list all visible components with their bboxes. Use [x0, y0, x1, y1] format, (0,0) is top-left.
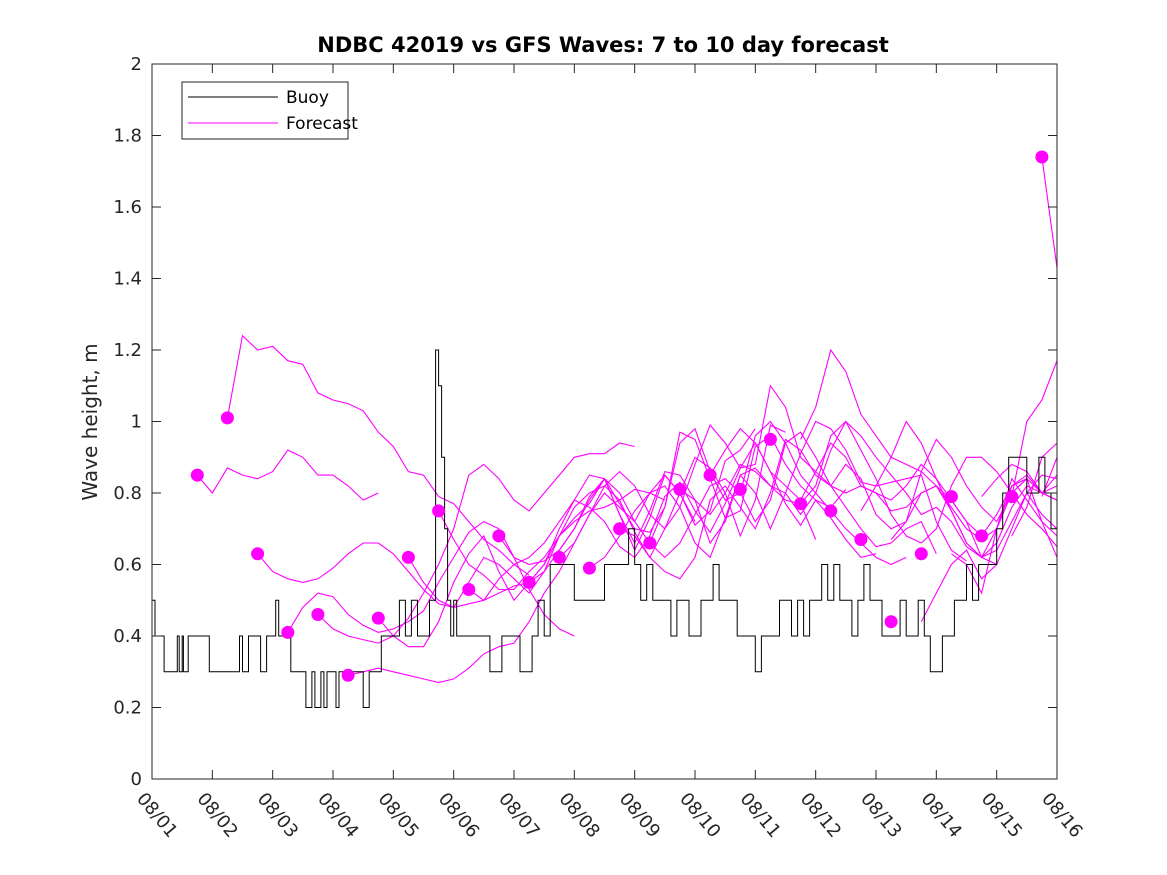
forecast-marker — [190, 468, 204, 482]
y-tick-label: 0 — [131, 769, 142, 790]
forecast-marker — [582, 561, 596, 575]
y-tick-label: 0.4 — [113, 626, 142, 647]
forecast-marker — [251, 547, 265, 561]
forecast-line-23 — [951, 477, 1057, 595]
y-tick-label: 0.8 — [113, 483, 142, 504]
legend-buoy-label: Buoy — [286, 88, 329, 108]
forecast-line-27 — [1011, 360, 1057, 497]
forecast-marker — [733, 482, 747, 496]
forecast-line-1 — [226, 334, 530, 576]
forecast-line-24 — [981, 463, 1057, 501]
forecast-marker — [703, 468, 717, 482]
y-axis-label: Wave height, m — [78, 343, 102, 500]
y-axis: 0 0.2 0.4 0.6 0.8 1 1.2 1.4 1.6 1.8 2 — [113, 54, 1057, 790]
forecast-line-8 — [438, 467, 817, 591]
y-tick-label: 1.6 — [113, 197, 142, 218]
plot-area — [151, 63, 1058, 780]
forecast-marker — [763, 432, 777, 446]
legend-box — [181, 81, 349, 140]
forecast-marker — [220, 411, 234, 425]
forecast-marker — [401, 550, 415, 564]
forecast-marker — [975, 529, 989, 543]
forecast-line-12 — [558, 384, 937, 558]
forecast-line-15 — [649, 431, 1028, 559]
forecast-marker — [884, 615, 898, 629]
y-tick-label: 1.2 — [113, 340, 142, 361]
forecast-marker — [944, 490, 958, 504]
forecast-marker — [854, 533, 868, 546]
y-tick-label: 1.8 — [113, 126, 142, 147]
forecast-marker — [643, 536, 657, 550]
legend: Buoy Forecast — [181, 81, 358, 140]
forecast-line-16 — [679, 420, 1057, 559]
forecast-marker — [311, 608, 325, 621]
forecast-line-0 — [196, 449, 379, 501]
forecast-marker — [462, 583, 476, 596]
legend-forecast-label: Forecast — [286, 114, 358, 134]
forecast-marker — [673, 482, 687, 496]
forecast-line-4 — [317, 442, 635, 644]
forecast-marker — [1035, 150, 1049, 164]
forecast-marker — [341, 668, 355, 682]
y-tick-label: 2 — [131, 54, 142, 75]
forecast-line-21 — [890, 438, 1057, 558]
forecast-marker — [1005, 490, 1019, 504]
forecast-marker — [794, 497, 808, 511]
forecast-line-13 — [589, 420, 967, 569]
forecast-marker — [613, 522, 627, 536]
forecast-line-25 — [1011, 442, 1057, 537]
y-tick-label: 1.4 — [113, 269, 142, 290]
forecast-line-2 — [257, 488, 666, 608]
y-tick-label: 1 — [131, 412, 142, 433]
chart-title: NDBC 42019 vs GFS Waves: 7 to 10 day for… — [317, 33, 888, 57]
y-tick-label: 0.2 — [113, 698, 142, 719]
forecast-line-5 — [347, 474, 696, 684]
forecast-marker — [371, 611, 385, 625]
forecast-marker — [492, 529, 506, 543]
forecast-marker — [432, 504, 446, 518]
forecast-line-28 — [1041, 156, 1057, 268]
forecast-marker — [281, 625, 295, 639]
forecast-marker — [552, 550, 566, 564]
forecast-marker — [824, 504, 838, 518]
y-tick-label: 0.6 — [113, 555, 142, 576]
series-group — [152, 150, 1057, 708]
forecast-marker — [914, 547, 928, 561]
forecast-line-11 — [528, 420, 907, 583]
forecast-marker — [522, 575, 536, 589]
